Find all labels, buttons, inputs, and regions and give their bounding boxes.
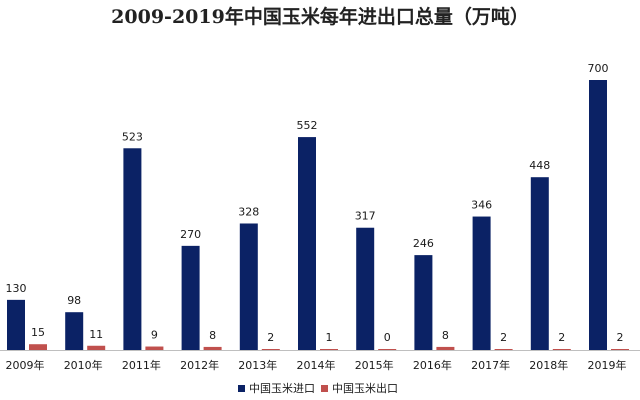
x-tick-label: 2017年 [471,358,510,372]
bar-export-2016年 [436,346,455,350]
data-label-import-2016年: 246 [413,237,434,250]
data-label-export-2019年: 2 [617,331,624,344]
x-tick-label: 2009年 [6,358,45,372]
bar-export-2009年 [29,344,47,350]
bar-export-2018年 [552,349,571,350]
data-label-import-2011年: 523 [122,130,143,143]
bar-import-2016年 [414,255,433,350]
bars-group [7,80,629,350]
legend-label-import: 中国玉米进口 [249,382,315,395]
data-label-import-2010年: 98 [67,294,81,307]
bar-import-2009年 [7,299,25,350]
x-tick-label: 2010年 [64,358,103,372]
data-label-import-2009年: 130 [6,282,27,295]
bar-export-2019年 [611,349,629,350]
x-tick-label: 2013年 [238,358,277,372]
x-tick-label: 2015年 [355,358,394,372]
bar-export-2015年 [378,349,397,350]
data-label-export-2014年: 1 [326,331,333,344]
data-label-export-2012年: 8 [209,329,216,342]
legend-swatch-export [321,385,328,392]
bar-import-2019年 [589,80,607,350]
bar-import-2015年 [356,227,375,350]
x-tick-label: 2012年 [180,358,219,372]
data-label-import-2015年: 317 [355,210,376,223]
bar-export-2017年 [494,349,513,350]
x-tick-label: 2016年 [413,358,452,372]
bar-import-2011年 [123,148,142,350]
data-label-export-2018年: 2 [558,331,565,344]
bar-export-2010年 [87,345,106,350]
x-tick-label: 2019年 [588,358,627,372]
data-label-export-2010年: 11 [89,328,103,341]
data-label-export-2016年: 8 [442,329,449,342]
data-label-export-2015年: 0 [384,331,391,344]
bar-export-2011年 [145,346,164,350]
data-label-import-2012年: 270 [180,228,201,241]
data-label-export-2009年: 15 [31,326,45,339]
bar-export-2012年 [203,346,222,350]
data-label-import-2017年: 346 [471,199,492,212]
bar-export-2013年 [261,349,280,350]
legend-swatch-import [238,385,245,392]
bar-import-2013年 [239,223,258,350]
x-tick-label: 2014年 [297,358,336,372]
bar-import-2017年 [472,216,491,350]
data-labels-group: 130 15 98 11 523 9 270 8 328 2 552 1 317 0 246 8 346 2 448… [6,62,624,344]
data-label-export-2017年: 2 [500,331,507,344]
data-label-export-2011年: 9 [151,329,158,342]
data-label-import-2018年: 448 [529,159,550,172]
data-label-import-2014年: 552 [297,119,318,132]
chart-title: 2009-2019年中国玉米每年进出口总量（万吨） [111,5,529,28]
x-tick-label: 2011年 [122,358,161,372]
data-label-import-2019年: 700 [588,62,609,75]
bar-export-2014年 [320,349,338,350]
data-label-export-2013年: 2 [267,331,274,344]
data-label-import-2013年: 328 [238,205,259,218]
bar-import-2010年 [65,312,84,350]
bar-import-2018年 [530,177,549,350]
legend-label-export: 中国玉米出口 [332,381,398,395]
bar-import-2014年 [298,137,316,350]
x-tick-labels-group: 2009年 2010年 2011年 2012年 2013年 2014年 2015年 2016年… [6,358,627,372]
bar-import-2012年 [181,245,200,350]
x-tick-label: 2018年 [529,358,568,372]
legend: 中国玉米进口 中国玉米出口 [238,381,398,395]
